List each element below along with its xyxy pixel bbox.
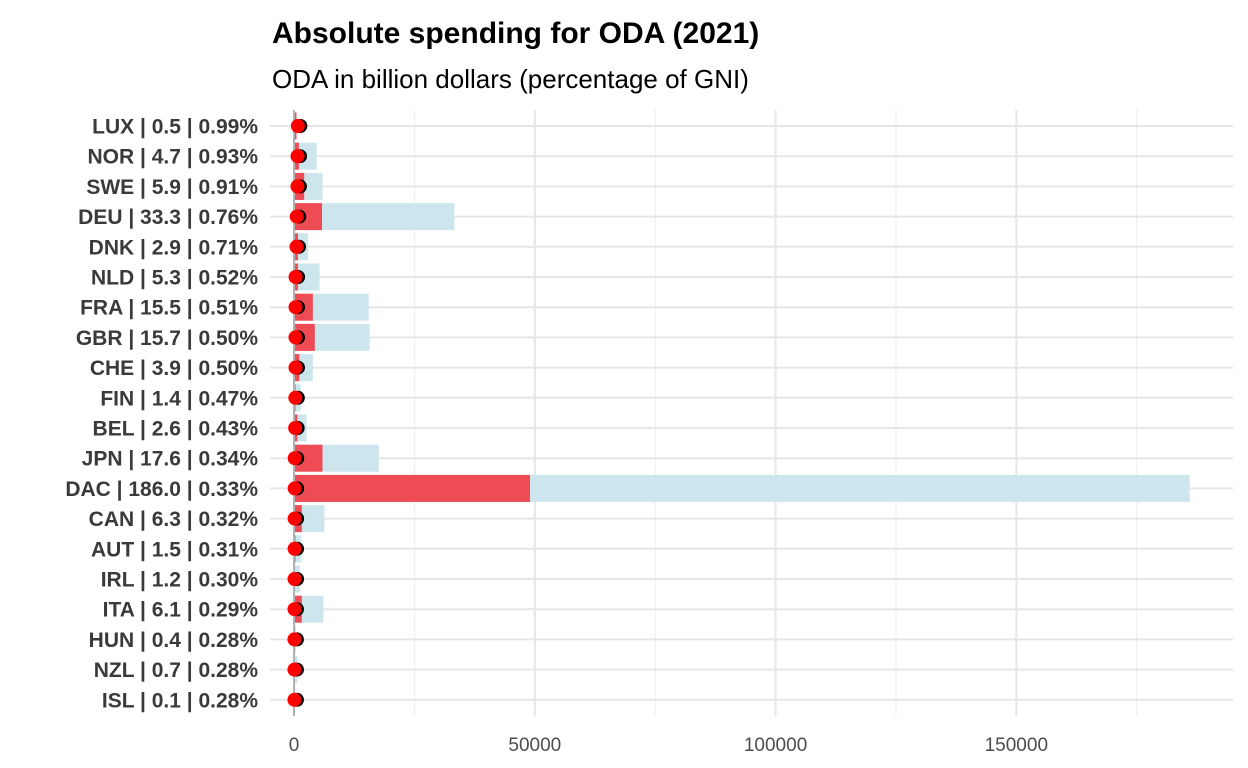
- y-axis-label: HUN | 0.4 | 0.28%: [89, 629, 259, 652]
- gni-point: [288, 390, 303, 405]
- y-axis-label: JPN | 17.6 | 0.34%: [82, 448, 259, 471]
- y-axis-label: NZL | 0.7 | 0.28%: [94, 659, 259, 682]
- gni-point: [288, 330, 303, 345]
- gni-point: [287, 632, 302, 647]
- gni-point: [288, 300, 303, 315]
- y-axis-label: SWE | 5.9 | 0.91%: [86, 176, 258, 199]
- y-axis-label: NOR | 4.7 | 0.93%: [88, 146, 259, 169]
- x-tick-label: 50000: [508, 735, 561, 756]
- y-axis-label: GBR | 15.7 | 0.50%: [76, 327, 258, 350]
- y-axis-label: DEU | 33.3 | 0.76%: [78, 206, 258, 229]
- gni-point: [287, 662, 302, 677]
- y-axis-label: DAC | 186.0 | 0.33%: [65, 478, 258, 501]
- gni-point: [287, 602, 302, 617]
- y-axis-label: AUT | 1.5 | 0.31%: [91, 538, 258, 561]
- y-axis-label: CAN | 6.3 | 0.32%: [89, 508, 259, 531]
- gni-point: [287, 692, 302, 707]
- x-tick-label: 0: [289, 735, 300, 756]
- gni-points: [287, 119, 308, 707]
- highlight-bar: [294, 474, 531, 502]
- y-axis-label: ITA | 6.1 | 0.29%: [103, 599, 259, 622]
- y-axis-label: FIN | 1.4 | 0.47%: [100, 387, 258, 410]
- gni-point: [288, 360, 303, 375]
- gni-point: [290, 119, 305, 133]
- gni-point: [288, 421, 303, 435]
- gni-point: [287, 481, 302, 496]
- gni-point: [287, 451, 302, 466]
- total-bars: [294, 112, 1190, 714]
- y-axis-label: IRL | 1.2 | 0.30%: [101, 569, 259, 592]
- gni-point: [287, 541, 302, 556]
- x-tick-label: 150000: [985, 735, 1048, 756]
- highlight-bars: [293, 110, 531, 716]
- gni-point: [288, 270, 303, 284]
- gni-point: [289, 209, 304, 224]
- y-axis-label: ISL | 0.1 | 0.28%: [102, 689, 258, 712]
- gni-point: [287, 511, 302, 526]
- gni-point: [287, 572, 302, 586]
- x-tick-label: 100000: [744, 735, 807, 756]
- gni-point: [290, 179, 305, 194]
- y-axis-label: LUX | 0.5 | 0.99%: [92, 116, 258, 139]
- y-axis-label: BEL | 2.6 | 0.43%: [93, 418, 259, 441]
- chart-title: Absolute spending for ODA (2021): [272, 17, 759, 50]
- y-axis-label: CHE | 3.9 | 0.50%: [90, 357, 258, 380]
- chart-subtitle: ODA in billion dollars (percentage of GN…: [272, 64, 749, 94]
- grid-lines: [270, 110, 1233, 716]
- gni-point: [289, 239, 304, 254]
- y-axis-label: DNK | 2.9 | 0.71%: [89, 236, 259, 259]
- x-axis-tick-labels: 0 50000 100000 150000: [289, 735, 1048, 756]
- gni-point: [290, 149, 305, 164]
- y-axis-label: NLD | 5.3 | 0.52%: [91, 267, 258, 290]
- y-axis-labels: LUX | 0.5 | 0.99% NOR | 4.7 | 0.93% SWE | …: [65, 116, 258, 713]
- y-axis-label: FRA | 15.5 | 0.51%: [80, 297, 258, 320]
